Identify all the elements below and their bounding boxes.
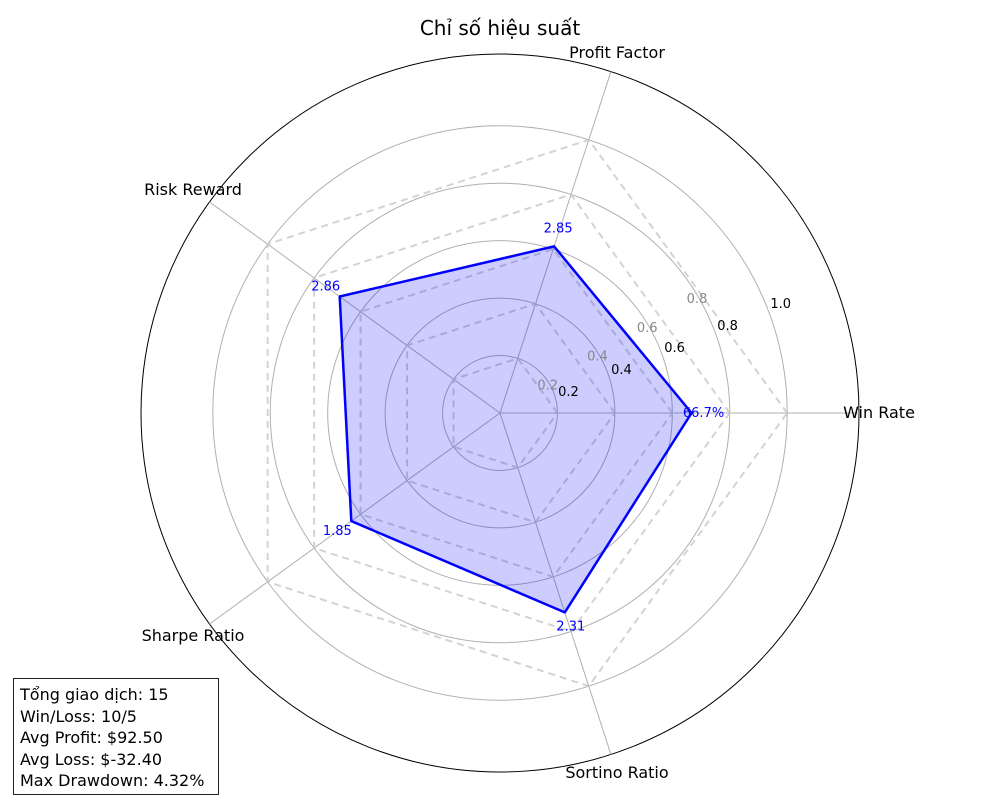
stats-total-trades: Tổng giao dịch: 15 [20,685,169,704]
stats-win-loss: Win/Loss: 10/5 [20,706,137,726]
reference-tick-label: 0.2 [537,378,558,393]
radial-tick-label: 0.4 [611,363,632,378]
radial-tick-label: 1.0 [770,297,791,312]
reference-polygon [313,193,731,633]
radial-tick-label: 0.2 [558,385,579,400]
value-label: 2.85 [544,221,573,236]
stats-box: Tổng giao dịch: 15 Win/Loss: 10/5 Avg Pr… [13,678,219,795]
chart-title: Chỉ số hiệu suất [420,16,580,40]
value-label: 2.31 [556,619,585,634]
radial-tick-label: 0.6 [664,341,685,356]
reference-polygon [266,138,789,688]
stats-max-drawdown: Max Drawdown: 4.32% [20,771,205,790]
reference-tick-label: 0.8 [687,292,708,307]
value-label: 1.85 [323,524,352,539]
category-label: Win Rate [843,403,915,422]
spoke-line [499,412,612,755]
spoke-line [209,201,501,414]
spoke-line [499,71,612,414]
reference-tick-label: 0.4 [587,350,608,365]
radial-tick-label: 0.8 [717,319,738,334]
category-label: Risk Reward [144,180,242,199]
reference-polygon [406,302,617,524]
reference-polygon [359,247,674,579]
stats-avg-loss: Avg Loss: $-32.40 [20,749,163,769]
category-label: Sharpe Ratio [142,626,245,645]
value-label: 2.86 [311,280,340,295]
category-label: Profit Factor [569,43,665,62]
spoke-line [209,412,501,625]
value-label: 66.7% [683,406,724,421]
category-label: Sortino Ratio [565,763,668,782]
reference-tick-label: 0.6 [637,321,658,336]
reference-polygon [452,357,559,469]
series-polygon [338,245,693,614]
stats-avg-profit: Avg Profit: $92.50 [20,728,163,747]
